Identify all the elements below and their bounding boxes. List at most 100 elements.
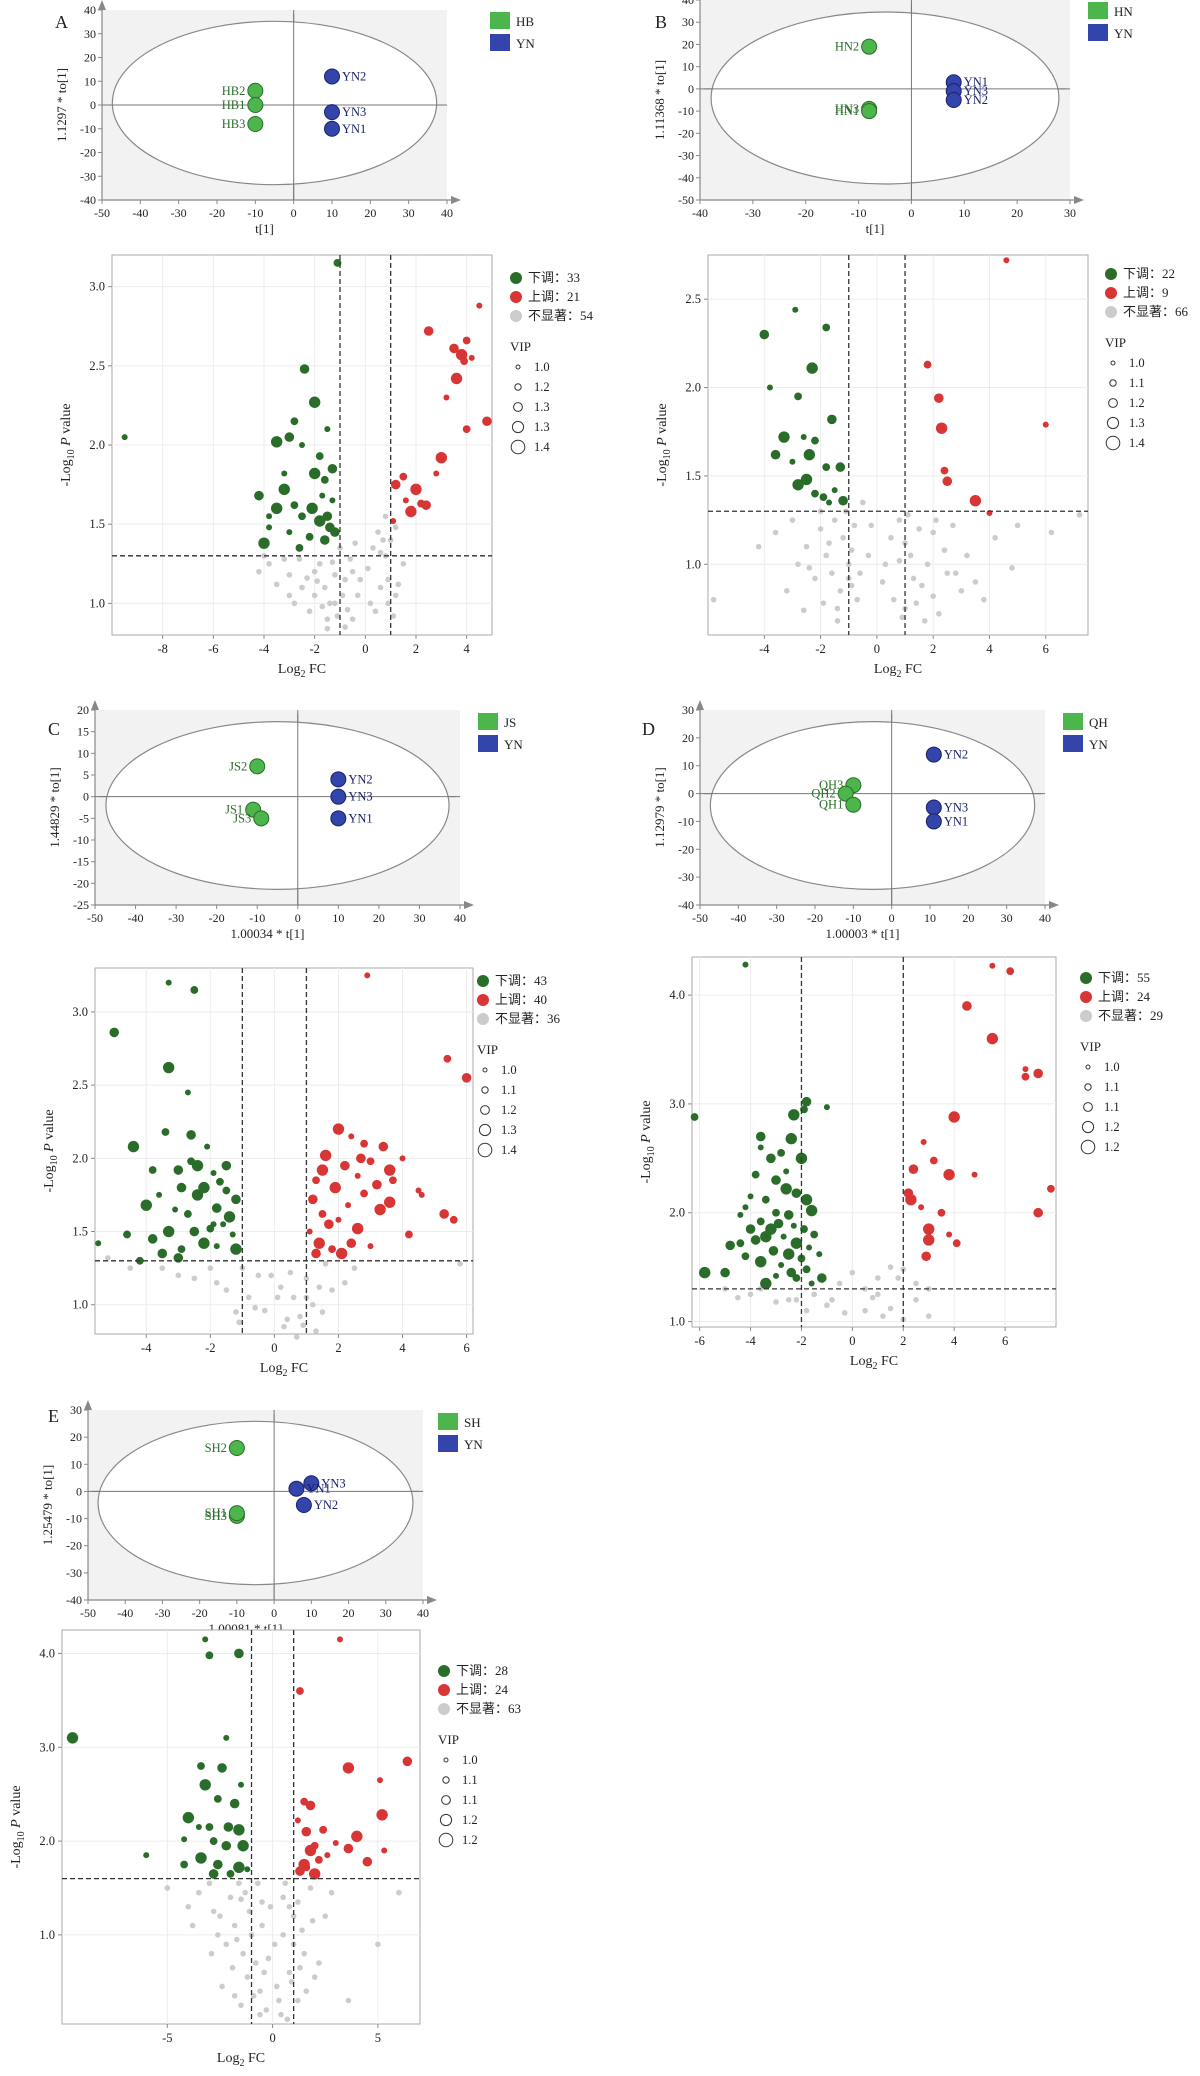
sample-label: YN1 — [944, 814, 968, 828]
point-not-significant — [290, 1913, 297, 1919]
y-tick-label: 2.5 — [685, 292, 701, 306]
point-not-significant — [803, 543, 810, 550]
x-axis-title-part: FC — [901, 662, 922, 677]
point-down-regulated — [191, 1189, 204, 1201]
x-axis-arrow — [1074, 196, 1084, 204]
point-not-significant — [322, 1260, 329, 1267]
y-axis-title: 1.1297 * to[1] — [54, 68, 69, 142]
point-up-regulated — [1022, 1066, 1029, 1073]
point-up-regulated — [948, 1111, 960, 1123]
x-tick-label: -2 — [815, 642, 825, 656]
y-axis-title: -Log10 P value — [9, 1785, 27, 1868]
point-not-significant — [328, 1889, 335, 1896]
point-not-significant — [869, 1294, 876, 1301]
point-down-regulated — [805, 1204, 818, 1217]
point-not-significant — [952, 570, 959, 576]
point-not-significant — [310, 1301, 316, 1308]
point-down-regulated — [789, 458, 796, 465]
y-axis-title: -Log10 P value — [59, 403, 77, 486]
y-tick-label: -50 — [678, 193, 694, 207]
vip-size-marker — [443, 1757, 449, 1763]
point-up-regulated — [316, 1164, 329, 1176]
x-tick-label: -2 — [205, 1341, 215, 1355]
vip-size-label: 1.0 — [462, 1753, 478, 1767]
opls-da-plot-e: -50 -40 -30 -20 -10 0 10 20 30 40-40-30-20-100102… — [40, 1400, 437, 1636]
point-down-regulated — [176, 1182, 187, 1193]
x-tick-label: 10 — [958, 206, 970, 220]
point-not-significant — [826, 540, 832, 546]
x-axis-title: Log2 FC — [217, 2051, 265, 2069]
legend-down-marker — [1105, 268, 1117, 280]
point-not-significant — [382, 513, 389, 520]
point-not-significant — [227, 1894, 234, 1901]
panel-letter: D — [642, 719, 655, 739]
x-tick-label: -50 — [692, 911, 708, 925]
point-down-regulated — [783, 1210, 794, 1220]
sample-point — [247, 97, 264, 113]
legend-swatch — [478, 735, 498, 752]
sample-point — [228, 1440, 245, 1456]
point-not-significant — [385, 600, 391, 607]
point-down-regulated — [208, 1869, 219, 1879]
point-down-regulated — [220, 1221, 227, 1228]
point-down-regulated — [806, 362, 818, 374]
x-tick-label: 0 — [908, 206, 914, 220]
point-not-significant — [354, 592, 361, 599]
point-up-regulated — [313, 1237, 325, 1249]
opls-da-plot-c: -50 -40 -30 -20 -10 0 10 20 30 40-25-20-15-10-505… — [47, 700, 474, 941]
x-axis-title-part: FC — [305, 662, 326, 677]
x-tick-label: -4 — [759, 642, 770, 656]
plot-frame — [691, 956, 1057, 1328]
x-axis-arrow — [451, 196, 461, 204]
point-down-regulated — [172, 1206, 179, 1213]
point-not-significant — [829, 570, 835, 576]
x-tick-label: 40 — [454, 911, 466, 925]
point-not-significant — [257, 2011, 263, 2018]
y-tick-label: 2.0 — [72, 1151, 88, 1165]
x-tick-label: -8 — [157, 642, 167, 656]
confidence-ellipse — [111, 20, 438, 186]
point-down-regulated — [205, 1823, 214, 1831]
point-not-significant — [286, 572, 293, 578]
point-up-regulated — [384, 1164, 396, 1176]
point-not-significant — [231, 1922, 238, 1929]
point-up-regulated — [405, 505, 417, 518]
point-up-regulated — [986, 1032, 999, 1045]
point-down-regulated — [95, 1240, 102, 1247]
point-not-significant — [823, 552, 830, 559]
x-axis-title-part: FC — [244, 2051, 265, 2066]
point-not-significant — [301, 1950, 307, 1957]
opls-da-plot-d: -50 -40 -30 -20 -10 0 10 20 30 40-40-30-20-100102… — [652, 700, 1059, 941]
vip-size-label: 1.1 — [1129, 376, 1145, 390]
point-not-significant — [875, 1275, 881, 1281]
point-down-regulated — [785, 1133, 797, 1145]
y-axis-title: 1.11368 * to[1] — [652, 60, 667, 140]
sample-label: YN3 — [321, 1476, 345, 1490]
sample-point — [925, 799, 942, 816]
legend-up-marker — [477, 994, 489, 1006]
point-up-regulated — [969, 494, 982, 507]
y-tick-label: 10 — [77, 746, 89, 760]
x-axis-title: Log2 FC — [874, 662, 922, 680]
point-not-significant — [278, 2011, 284, 2018]
point-not-significant — [307, 1885, 314, 1891]
point-up-regulated — [460, 357, 469, 365]
point-down-regulated — [190, 986, 199, 994]
point-down-regulated — [221, 1840, 232, 1851]
point-down-regulated — [320, 475, 329, 484]
y-axis-title-part: value — [639, 1100, 654, 1134]
point-up-regulated — [295, 1866, 305, 1876]
sample-label: YN1 — [964, 75, 988, 89]
vip-size-marker — [1083, 1102, 1093, 1112]
y-tick-label: 30 — [682, 15, 694, 29]
point-not-significant — [217, 1913, 223, 1919]
x-axis-title-sub: 2 — [872, 1361, 877, 1372]
confidence-ellipse — [97, 1420, 414, 1586]
point-down-regulated — [792, 306, 799, 313]
point-not-significant — [950, 522, 956, 529]
y-tick-label: 20 — [70, 1430, 82, 1444]
point-up-regulated — [296, 1687, 304, 1695]
sample-point — [925, 746, 942, 763]
point-up-regulated — [402, 1756, 413, 1767]
y-axis-title: -Log10 P value — [42, 1109, 60, 1192]
